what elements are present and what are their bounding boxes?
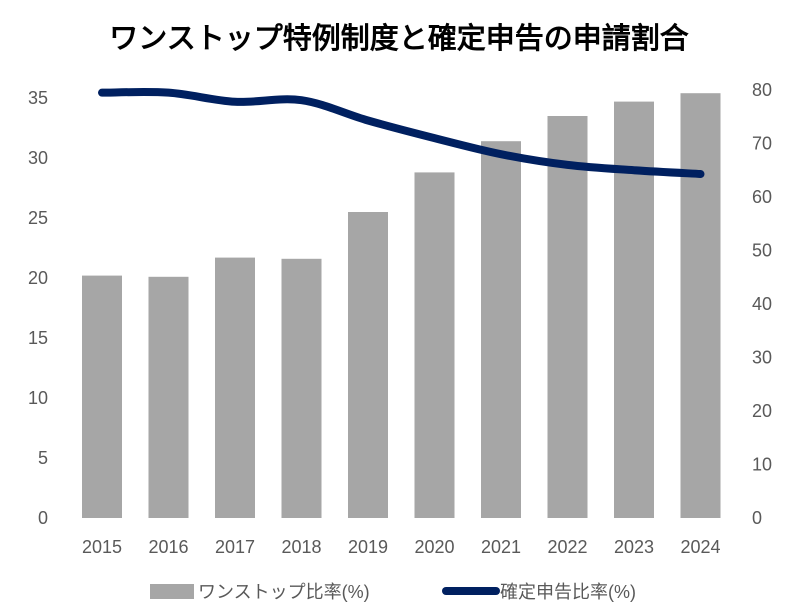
- y-right-tick-label: 10: [752, 455, 772, 475]
- legend-label-line: 確定申告比率(%): [500, 582, 636, 602]
- y-left-tick-label: 15: [28, 328, 48, 348]
- x-tick-label: 2022: [547, 537, 587, 557]
- bar-2018: [282, 259, 322, 518]
- legend: ワンストップ比率(%) 確定申告比率(%): [150, 582, 636, 602]
- x-tick-label: 2016: [148, 537, 188, 557]
- x-tick-label: 2018: [281, 537, 321, 557]
- y-left-tick-label: 20: [28, 268, 48, 288]
- y-right-tick-label: 0: [752, 508, 762, 528]
- y-right-tick-label: 50: [752, 241, 772, 261]
- x-tick-label: 2019: [348, 537, 388, 557]
- y-left-tick-label: 10: [28, 388, 48, 408]
- y-left-tick-label: 5: [38, 448, 48, 468]
- x-tick-label: 2024: [680, 537, 720, 557]
- legend-swatch-bar: [150, 584, 194, 599]
- bar-2023: [614, 102, 654, 518]
- y-left-tick-label: 25: [28, 208, 48, 228]
- bar-2016: [149, 277, 189, 518]
- bar-2019: [348, 212, 388, 518]
- y-right-tick-label: 20: [752, 401, 772, 421]
- legend-label-bar: ワンストップ比率(%): [198, 582, 370, 602]
- chart-title: ワンストップ特例制度と確定申告の申請割合: [109, 21, 688, 55]
- x-tick-label: 2015: [82, 537, 122, 557]
- x-tick-label: 2023: [614, 537, 654, 557]
- line-series-kakutei: [102, 92, 701, 174]
- x-tick-label: 2021: [481, 537, 521, 557]
- y-right-tick-label: 40: [752, 294, 772, 314]
- y-left-tick-label: 30: [28, 148, 48, 168]
- x-tick-label: 2017: [215, 537, 255, 557]
- bar-2020: [415, 172, 455, 518]
- bar-2015: [82, 276, 122, 518]
- y-left-tick-label: 35: [28, 88, 48, 108]
- x-tick-label: 2020: [414, 537, 454, 557]
- bar-2024: [681, 93, 721, 518]
- bar-2021: [481, 141, 521, 518]
- y-right-tick-label: 70: [752, 134, 772, 154]
- y-right-tick-label: 80: [752, 80, 772, 100]
- bar-2017: [215, 258, 255, 518]
- y-left-tick-label: 0: [38, 508, 48, 528]
- y-right-tick-label: 60: [752, 187, 772, 207]
- y-right-tick-label: 30: [752, 348, 772, 368]
- bar-2022: [548, 116, 588, 518]
